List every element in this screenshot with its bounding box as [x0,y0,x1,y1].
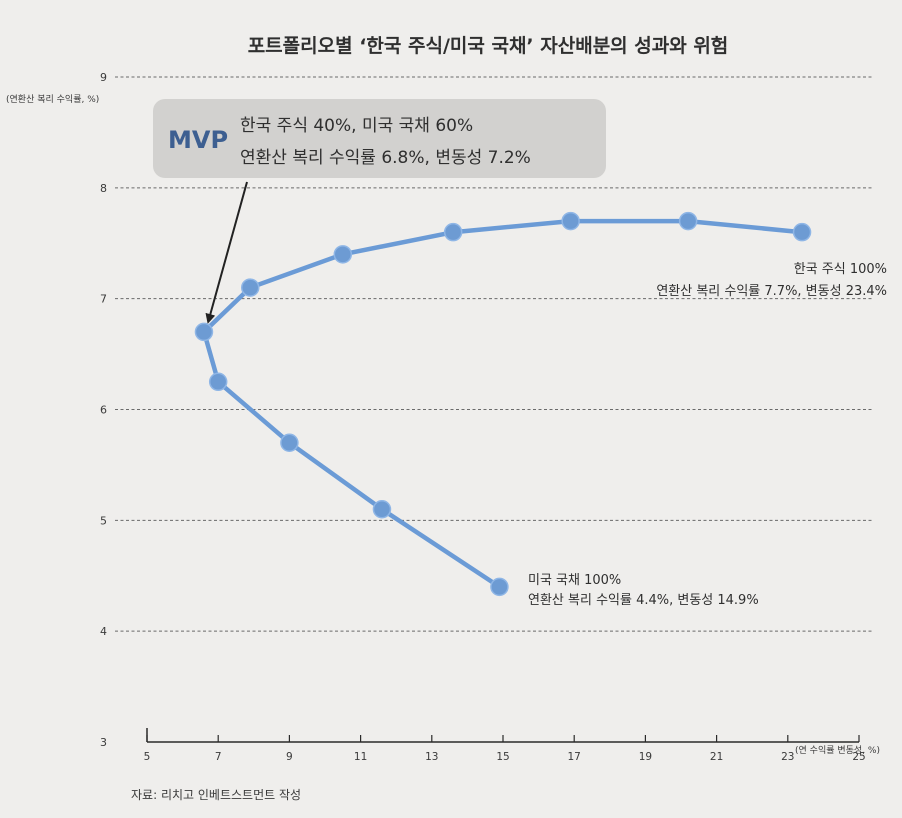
x-tick-label-9: 23 [781,751,794,763]
bond-annotation: 미국 국채 100% 연환산 복리 수익률 4.4%, 변동성 14.9% [528,573,759,608]
mvp-arrow [205,181,248,324]
x-axis [146,728,860,743]
x-tick-label-8: 21 [710,751,723,763]
x-tick-label-2: 9 [286,751,293,763]
stock-annotation: 한국 주식 100% 연환산 복리 수익률 7.7%, 변동성 23.4% [656,262,887,299]
mvp-line1: 한국 주식 40%, 미국 국채 60% [240,116,473,136]
x-tick-label-6: 17 [568,751,581,763]
data-point-1 [372,500,392,519]
data-point-2 [280,433,299,452]
chart-title: 포트폴리오별 ‘한국 주식/미국 국채’ 자산배분의 성과와 위험 [248,35,729,57]
x-tick-label-1: 7 [215,751,222,763]
x-tick-label-7: 19 [639,751,652,763]
bond-annotation-line2: 연환산 복리 수익률 4.4%, 변동성 14.9% [528,593,759,608]
mvp-callout: MVP 한국 주식 40%, 미국 국채 60% 연환산 복리 수익률 6.8%… [153,99,606,178]
data-point-8 [561,211,580,231]
data-point-4 [194,322,214,342]
stock-annotation-line1: 한국 주식 100% [794,262,887,277]
y-tick-label-3: 6 [100,404,107,417]
y-tick-label-4: 7 [100,293,107,306]
y-tick-label-0: 3 [100,736,107,749]
y-tick-label-1: 4 [100,625,107,638]
data-point-0 [490,577,509,597]
x-tick-label-0: 5 [144,751,151,763]
source-note: 자료: 리치고 인베트스트먼트 작성 [131,788,301,802]
x-tick-labels: 5 7 9 11 13 15 17 19 21 23 25 [144,751,866,763]
data-point-7 [443,222,463,242]
y-tick-label-2: 5 [100,514,107,527]
data-point-3 [208,372,228,392]
data-point-5 [240,278,260,297]
data-point-9 [678,211,698,231]
x-tick-label-10: 25 [852,751,865,763]
y-tick-label-6: 9 [100,71,107,84]
stock-annotation-line2: 연환산 복리 수익률 7.7%, 변동성 23.4% [656,284,887,299]
data-point-6 [333,245,353,264]
mvp-callout-box [153,99,606,178]
data-point-10 [792,222,812,242]
x-tick-label-4: 13 [425,751,438,763]
y-axis-label: (연환산 복리 수익률, %) [6,93,99,105]
y-tick-labels: 3 4 5 6 7 8 9 [100,71,107,749]
x-tick-label-3: 11 [354,751,367,763]
y-tick-label-5: 8 [100,182,107,195]
mvp-line2: 연환산 복리 수익률 6.8%, 변동성 7.2% [240,148,531,168]
data-markers [194,211,812,597]
x-tick-label-5: 15 [496,751,509,763]
bond-annotation-line1: 미국 국채 100% [528,573,621,588]
x-axis-label: (연 수익률 변동성, %) [795,744,880,756]
mvp-tag: MVP [168,126,228,154]
series-line [201,218,803,589]
